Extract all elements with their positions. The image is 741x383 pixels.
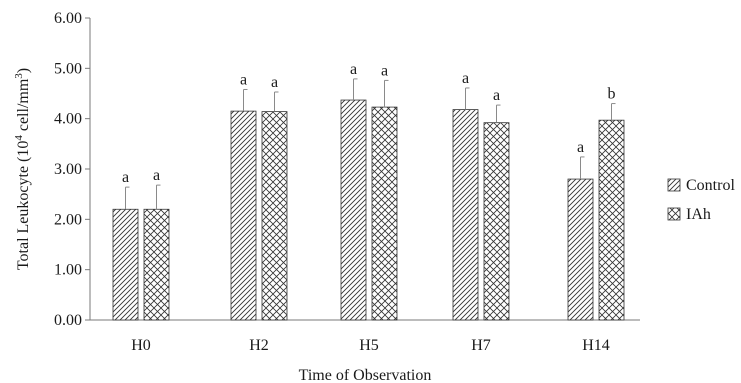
y-tick-label: 6.00	[54, 10, 82, 27]
x-category-label: H5	[359, 337, 379, 354]
legend-swatch-iah	[667, 207, 681, 221]
legend-label-control: Control	[686, 177, 735, 194]
x-category-label: H0	[131, 337, 151, 354]
bar-control-h7	[452, 109, 479, 321]
x-category-label: H14	[582, 337, 610, 354]
significance-label: a	[493, 87, 500, 104]
significance-label: a	[122, 169, 129, 186]
y-tick-label: 1.00	[54, 262, 82, 279]
significance-label: a	[381, 62, 388, 79]
y-tick-label: 3.00	[54, 161, 82, 178]
significance-label: a	[271, 74, 278, 91]
y-tick-label: 5.00	[54, 60, 82, 77]
bar-iah-h0	[143, 208, 170, 321]
legend-swatch-control	[667, 178, 681, 192]
significance-label: a	[577, 139, 584, 156]
bar-iah-h7	[483, 122, 510, 321]
bar-iah-h2	[261, 111, 288, 321]
bar-control-h0	[112, 208, 139, 321]
significance-label: a	[153, 167, 160, 184]
bar-iah-h14	[598, 119, 625, 321]
bar-control-h14	[567, 178, 594, 321]
x-category-label: H7	[471, 337, 491, 354]
y-tick-label: 4.00	[54, 111, 82, 128]
y-tick-label: 2.00	[54, 211, 82, 228]
bar-control-h5	[340, 99, 367, 321]
bar-iah-h5	[371, 106, 398, 321]
y-axis-title: Total Leukocyte (104 cell/mm3)	[13, 68, 32, 270]
x-axis-title: Time of Observation	[299, 367, 432, 383]
significance-label: a	[240, 71, 247, 88]
significance-label: b	[608, 86, 616, 103]
x-category-label: H2	[249, 337, 269, 354]
significance-label: a	[350, 61, 357, 78]
legend-label-iah: IAh	[686, 206, 711, 223]
bar-control-h2	[230, 110, 257, 321]
significance-label: a	[462, 70, 469, 87]
y-tick-label: 0.00	[54, 312, 82, 329]
